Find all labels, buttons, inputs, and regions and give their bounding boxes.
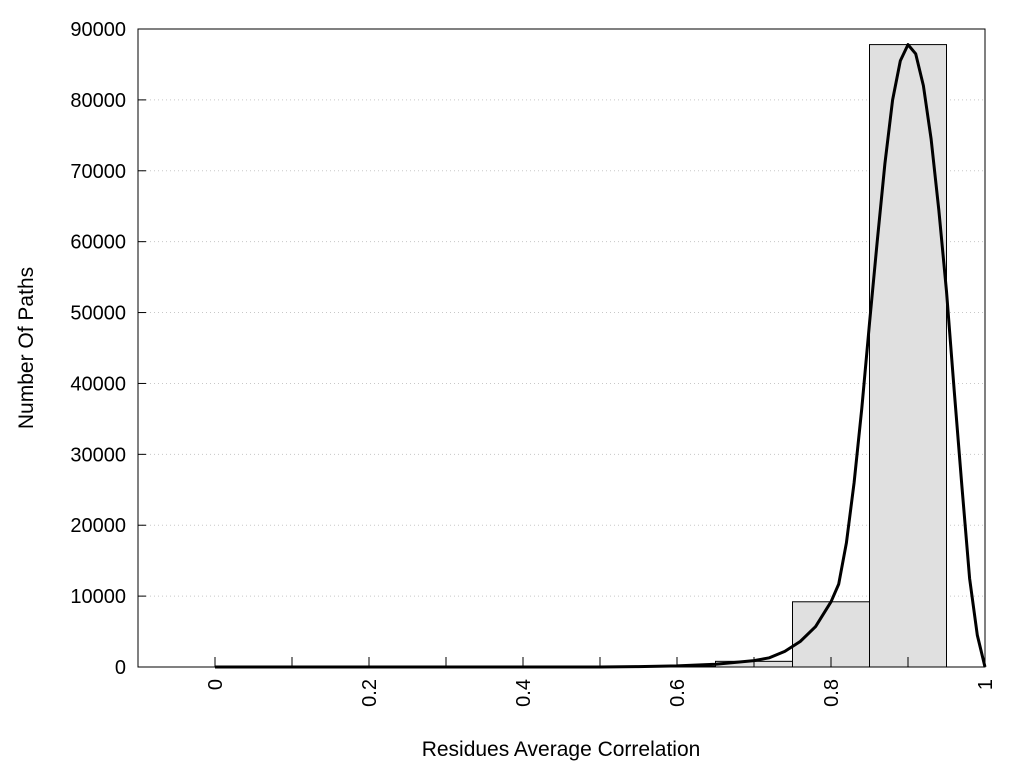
x-tick-label: 0.8 [821, 679, 843, 707]
x-tick-label: 0.2 [359, 679, 381, 707]
histogram-bars [638, 44, 947, 668]
x-tick-label: 0 [205, 679, 227, 690]
y-tick-label: 20000 [70, 515, 126, 537]
histogram-bar [869, 44, 947, 668]
y-tick-label: 90000 [70, 19, 126, 41]
y-tick-label: 60000 [70, 232, 126, 254]
y-tick-label: 50000 [70, 303, 126, 325]
y-tick-label: 30000 [70, 444, 126, 466]
plot-frame [137, 28, 986, 668]
x-axis-ticks: 0 0.2 0.4 0.6 0.8 1 [205, 657, 997, 707]
x-tick-label: 1 [975, 679, 997, 690]
histogram-bar [792, 601, 870, 668]
y-tick-label: 0 [115, 657, 126, 679]
y-tick-label: 70000 [70, 161, 126, 183]
x-tick-label: 0.6 [667, 679, 689, 707]
x-axis-title: Residues Average Correlation [422, 738, 701, 761]
y-tick-label: 80000 [70, 90, 126, 112]
y-axis-ticks: 0 10000 20000 30000 40000 50000 60000 70000 8000… [70, 19, 146, 679]
y-tick-label: 10000 [70, 586, 126, 608]
grid-lines [138, 99, 985, 597]
y-tick-label: 40000 [70, 373, 126, 395]
x-tick-label: 0.4 [513, 679, 535, 707]
y-axis-title: Number Of Paths [15, 267, 38, 429]
